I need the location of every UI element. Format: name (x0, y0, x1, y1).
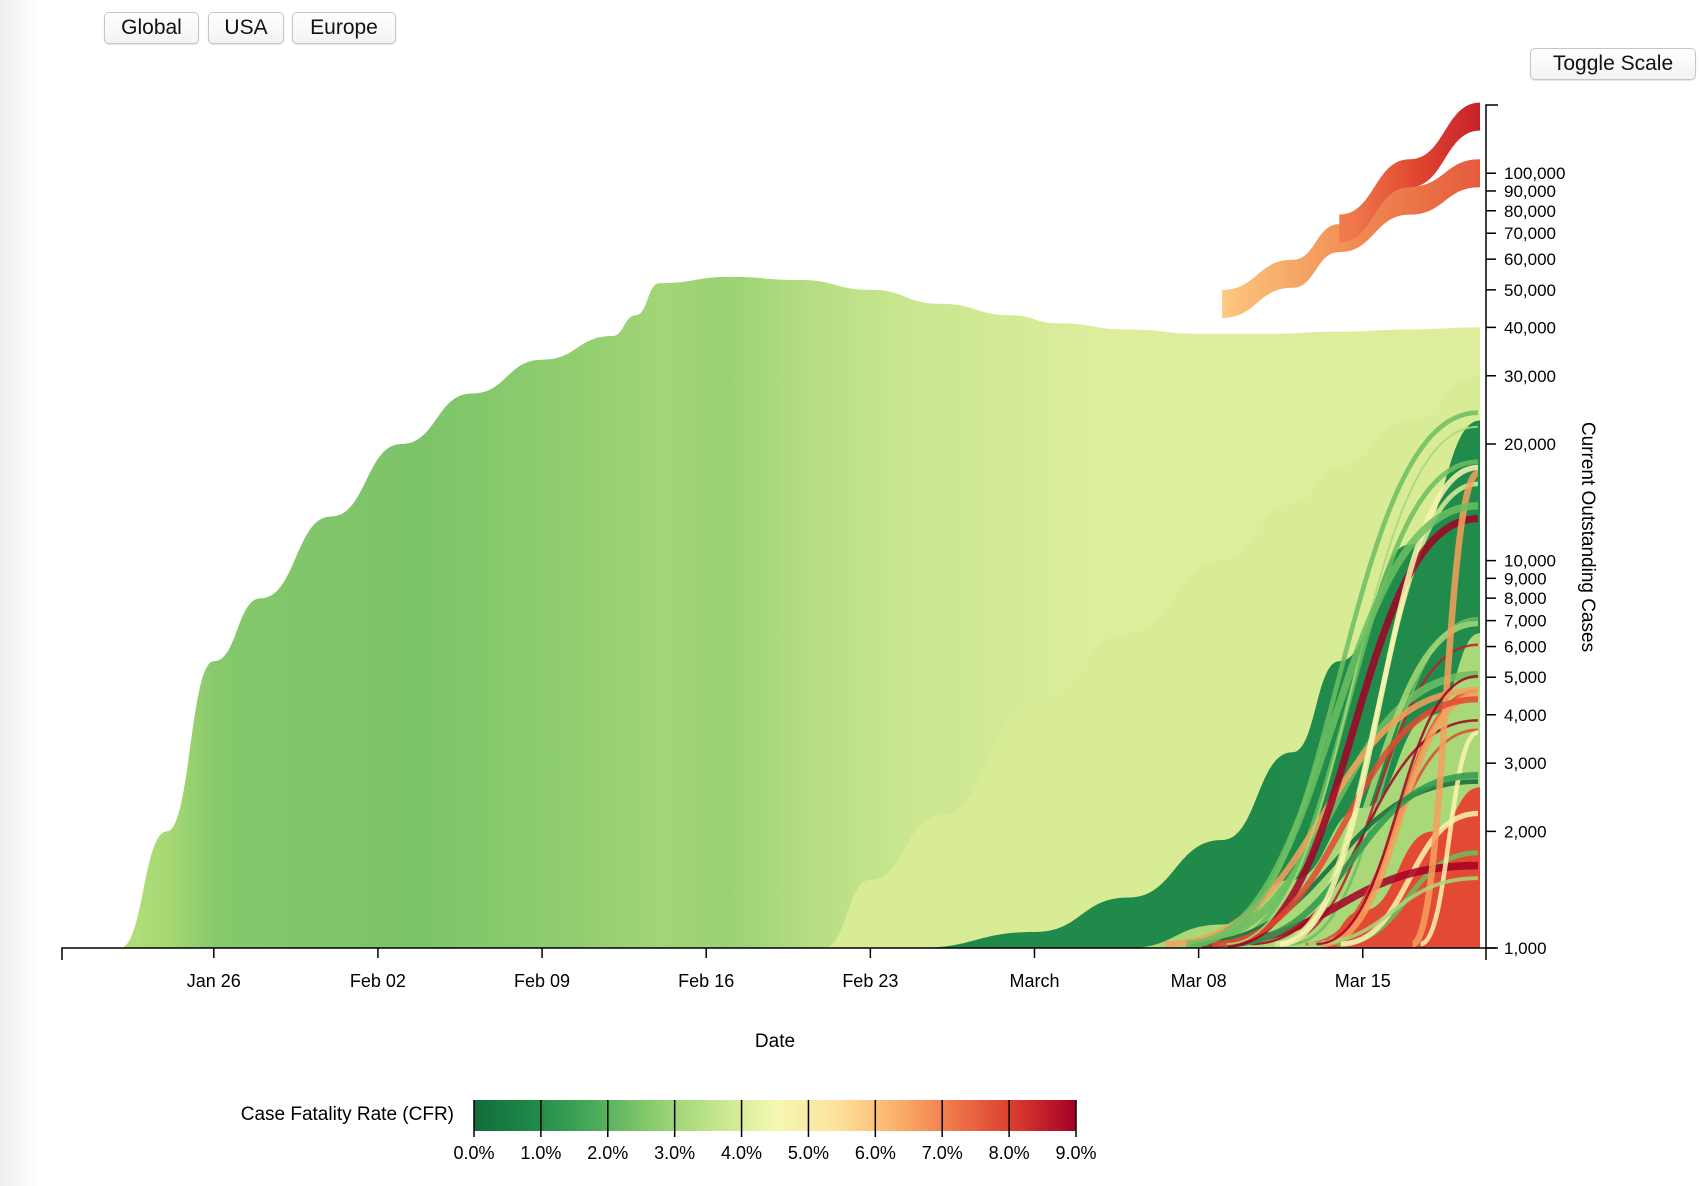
y-tick-label: 30,000 (1504, 367, 1556, 386)
x-axis-line (62, 948, 1486, 960)
x-tick-label: March (1009, 971, 1059, 991)
legend-tick-label: 6.0% (855, 1143, 896, 1163)
x-tick-label: Mar 08 (1171, 971, 1227, 991)
area-series-layer (120, 103, 1480, 948)
legend-title: Case Fatality Rate (CFR) (241, 1104, 454, 1125)
y-tick-label: 3,000 (1504, 754, 1547, 773)
y-tick-label: 90,000 (1504, 182, 1556, 201)
y-tick-label: 4,000 (1504, 706, 1547, 725)
x-tick-label: Feb 23 (842, 971, 898, 991)
y-tick-label: 1,000 (1504, 939, 1547, 958)
y-axis-label: Current Outstanding Cases (1577, 422, 1598, 652)
x-tick-label: Mar 15 (1335, 971, 1391, 991)
y-tick-label: 20,000 (1504, 435, 1556, 454)
y-tick-label: 10,000 (1504, 552, 1556, 571)
cfr-legend: Case Fatality Rate (CFR) 0.0% 1.0% 2.0% 3.0… (241, 1100, 1097, 1163)
y-axis-line (1486, 105, 1498, 948)
y-tick-label: 100,000 (1504, 164, 1565, 183)
x-tick-label: Feb 16 (678, 971, 734, 991)
y-tick-label: 2,000 (1504, 822, 1547, 841)
legend-tick-label: 9.0% (1055, 1143, 1096, 1163)
x-tick-label: Jan 26 (187, 971, 241, 991)
legend-tick-label: 0.0% (453, 1143, 494, 1163)
y-axis: 1,000 2,000 3,000 4,000 5,000 6,000 7,000 8,000… (1486, 105, 1565, 958)
y-tick-label: 7,000 (1504, 612, 1547, 631)
y-tick-label: 5,000 (1504, 668, 1547, 687)
y-tick-label: 6,000 (1504, 638, 1547, 657)
legend-color-bar (474, 1100, 1076, 1131)
legend-tick-label: 8.0% (989, 1143, 1030, 1163)
y-tick-label: 8,000 (1504, 589, 1547, 608)
legend-tick-label: 2.0% (587, 1143, 628, 1163)
y-tick-label: 9,000 (1504, 569, 1547, 588)
x-axis: Jan 26 Feb 02 Feb 09 Feb 16 Feb 23 March Mar 0… (62, 948, 1486, 991)
y-tick-label: 60,000 (1504, 250, 1556, 269)
x-tick-label: Feb 09 (514, 971, 570, 991)
y-tick-label: 50,000 (1504, 281, 1556, 300)
legend-tick-label: 4.0% (721, 1143, 762, 1163)
y-tick-label: 80,000 (1504, 202, 1556, 221)
legend-tick-label: 3.0% (654, 1143, 695, 1163)
x-axis-label: Date (755, 1031, 795, 1052)
x-tick-label: Feb 02 (350, 971, 406, 991)
y-tick-label: 70,000 (1504, 224, 1556, 243)
legend-tick-label: 7.0% (922, 1143, 963, 1163)
y-tick-label: 40,000 (1504, 318, 1556, 337)
legend-tick-label: 1.0% (520, 1143, 561, 1163)
legend-tick-label: 5.0% (788, 1143, 829, 1163)
